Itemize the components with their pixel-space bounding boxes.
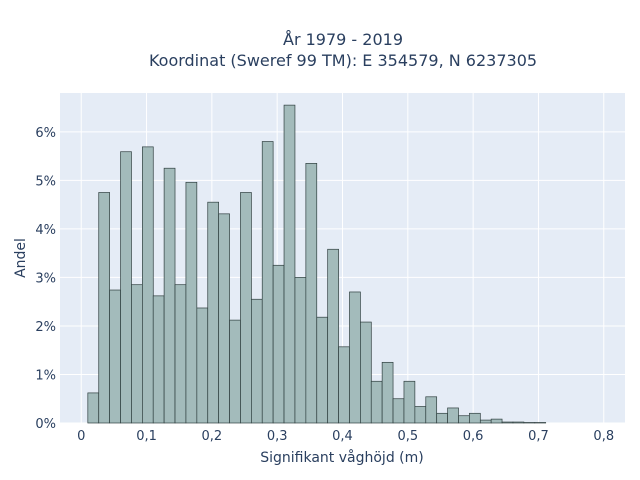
histogram-bar <box>490 418 503 424</box>
histogram-bar <box>436 412 448 424</box>
y-tick-label: 0% <box>35 417 56 432</box>
histogram-bar <box>87 392 100 424</box>
y-tick-label: 2% <box>35 320 56 335</box>
x-tick-label: 0,7 <box>528 429 549 444</box>
histogram-bar <box>174 284 187 424</box>
bars-group <box>87 104 547 424</box>
histogram-bar <box>381 361 394 424</box>
histogram-bar <box>229 319 241 424</box>
histogram-bar <box>305 163 318 424</box>
histogram-bar <box>392 398 405 424</box>
histogram-bar <box>98 192 110 424</box>
x-axis-title: Signifikant våghöjd (m) <box>260 449 423 466</box>
x-tick-label: 0,8 <box>593 429 614 444</box>
histogram-bar <box>327 248 339 424</box>
x-tick-label: 0,2 <box>202 429 223 444</box>
y-tick-label: 6% <box>35 126 56 141</box>
histogram-bar <box>479 419 492 424</box>
histogram-bar <box>152 295 165 424</box>
histogram-bar <box>501 421 514 424</box>
chart-title-line2: Koordinat (Sweref 99 TM): E 354579, N 62… <box>149 51 537 70</box>
histogram-bar <box>512 421 525 424</box>
histogram-bar <box>120 151 132 424</box>
histogram-bar <box>425 396 438 424</box>
y-axis-title: Andel <box>13 238 29 278</box>
histogram-bar <box>458 415 470 424</box>
histogram-bar <box>403 380 416 424</box>
histogram-bar <box>261 141 274 424</box>
histogram-bar <box>131 284 143 424</box>
histogram-bar <box>370 380 383 424</box>
y-tick-label: 5% <box>35 174 56 189</box>
histogram-bar <box>349 291 361 424</box>
histogram-bar <box>316 316 329 424</box>
histogram-bar <box>469 412 481 424</box>
histogram-bar <box>109 289 121 424</box>
histogram-bar <box>185 181 198 424</box>
y-axis-ticks: 0% 1% 2% 3% 4% 5% 6% <box>35 126 56 432</box>
x-tick-label: 0,5 <box>397 429 418 444</box>
x-axis-ticks: 0 0,1 0,2 0,3 0,4 0,5 0,6 0,7 0,8 <box>77 429 614 444</box>
y-tick-label: 4% <box>35 223 56 238</box>
x-tick-label: 0 <box>77 429 85 444</box>
histogram-bar <box>283 104 296 424</box>
histogram-bar <box>240 192 252 424</box>
histogram-bar <box>294 277 307 424</box>
histogram-bar <box>360 321 372 424</box>
x-tick-label: 0,4 <box>332 429 353 444</box>
x-tick-label: 0,3 <box>267 429 288 444</box>
histogram-bar <box>338 346 350 424</box>
histogram-bar <box>414 406 427 424</box>
histogram-bar <box>272 264 285 424</box>
histogram-bar <box>207 201 220 424</box>
histogram-bar <box>163 167 176 424</box>
x-tick-label: 0,6 <box>463 429 484 444</box>
histogram-bar <box>251 298 263 424</box>
histogram-bar <box>196 307 209 424</box>
y-tick-label: 1% <box>35 368 56 383</box>
x-tick-label: 0,1 <box>136 429 157 444</box>
histogram-bar <box>142 146 154 424</box>
histogram-bar <box>447 407 459 424</box>
y-tick-label: 3% <box>35 271 56 286</box>
histogram-bar <box>218 213 230 424</box>
chart-title-line1: År 1979 - 2019 <box>283 30 403 49</box>
